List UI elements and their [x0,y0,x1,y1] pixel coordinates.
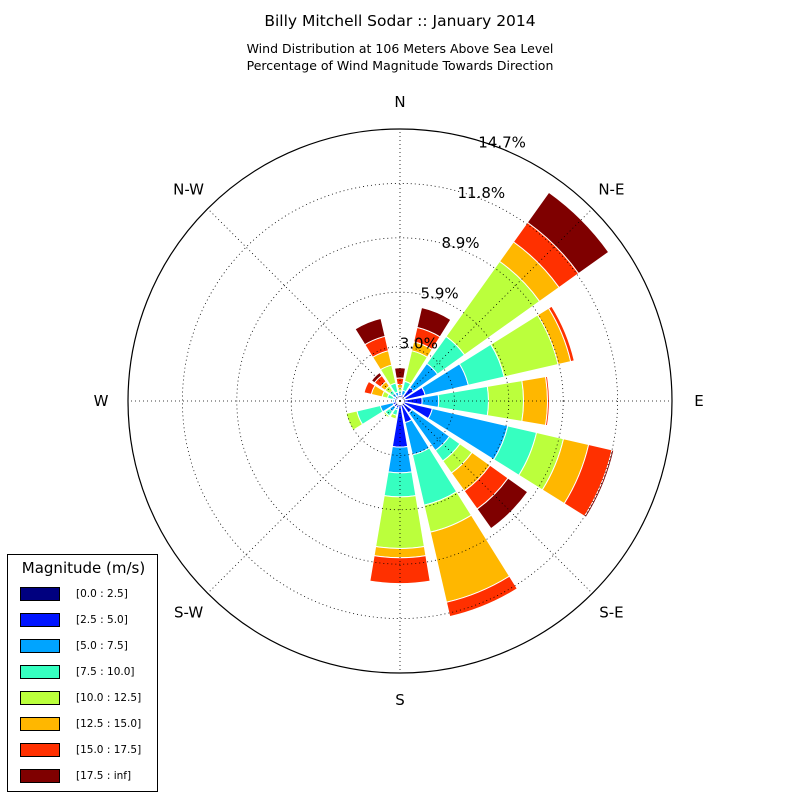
grid-ring-3 [236,237,564,565]
sector-180deg-bin-5 [373,545,427,559]
legend-label: [17.5 : inf] [76,770,132,782]
direction-label-n: N [394,93,405,111]
direction-label-w: W [94,392,109,410]
legend-label: [0.0 : 2.5] [76,588,128,600]
sector-225deg-bin-4 [382,411,390,419]
legend-label: [2.5 : 5.0] [76,614,128,626]
direction-label-n-e: N-E [598,181,624,199]
ring-label-1: 3.0% [400,335,438,353]
sector-180deg-bin-2 [387,445,413,474]
direction-labels: N N-E E S-E S S-W W N-W [94,93,704,709]
outer-circle [127,128,673,674]
ring-label-2: 5.9% [421,285,459,303]
ring-labels: 3.0% 5.9% 8.9% 11.8% 14.7% [400,134,526,353]
legend-swatch [20,639,60,653]
legend-title: Magnitude (m/s) [21,559,146,577]
direction-label-n-w: N-W [173,181,204,199]
grid-ring-4 [181,182,619,620]
wind-sectors [345,191,615,618]
direction-label-s-e: S-E [599,603,623,621]
chart-subtitle-line-2: Percentage of Wind Magnitude Towards Dir… [246,58,554,73]
polar-grid [128,129,672,673]
legend-label: [7.5 : 10.0] [76,666,135,678]
legend-swatch [20,769,60,783]
legend-swatch [20,665,60,679]
legend-label: [10.0 : 12.5] [76,692,142,704]
direction-label-s: S [395,691,405,709]
legend-swatch [20,743,60,757]
legend-swatch [20,587,60,601]
legend-swatch [20,613,60,627]
grid-ring-1 [345,346,455,456]
sector-90deg-bin-6 [544,375,550,427]
legend: Magnitude (m/s) [0.0 : 2.5] [2.5 : 5.0] [5… [7,554,158,792]
sector-247.5deg-bin-4 [345,410,364,432]
legend-label: [5.0 : 7.5] [76,640,128,652]
grid-spoke-225deg [207,400,401,594]
ring-label-3: 8.9% [441,234,479,252]
sector-157.5deg-bin-6 [445,575,518,618]
sector-315deg-bin-7 [370,371,383,384]
sector-0deg-bin-6 [395,377,405,386]
sector-180deg-bin-4 [375,495,425,549]
ring-label-5: 14.7% [478,134,526,152]
sector-292.5deg-bin-6 [363,380,376,395]
sector-0deg-bin-7 [393,367,407,379]
sector-202.5deg-bin-4 [389,412,398,420]
legend-label: [12.5 : 15.0] [76,718,142,730]
sector-67.5deg-bin-6 [547,305,575,363]
chart-subtitle-line-1: Wind Distribution at 106 Meters Above Se… [246,41,554,56]
sector-337.5deg-bin-7 [354,317,386,346]
direction-label-e: E [694,392,703,410]
legend-swatch [20,691,60,705]
sector-45deg-bin-7 [526,191,610,275]
grid-spoke-315deg [207,208,401,402]
chart-title: Billy Mitchell Sodar :: January 2014 [264,12,536,30]
sector-90deg-bin-5 [521,376,548,426]
ring-label-4: 11.8% [457,184,505,202]
direction-label-s-w: S-W [174,603,203,621]
sector-22.5deg-bin-7 [416,306,452,338]
legend-label: [15.0 : 17.5] [76,744,142,756]
legend-swatch [20,717,60,731]
sector-112.5deg-bin-7 [583,449,615,518]
